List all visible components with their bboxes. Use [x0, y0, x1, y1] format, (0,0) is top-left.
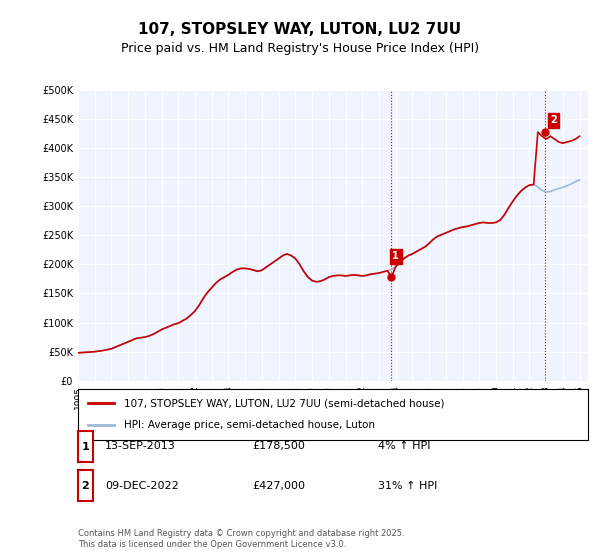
Text: 107, STOPSLEY WAY, LUTON, LU2 7UU: 107, STOPSLEY WAY, LUTON, LU2 7UU	[139, 22, 461, 38]
Text: 13-SEP-2013: 13-SEP-2013	[105, 441, 176, 451]
Text: 09-DEC-2022: 09-DEC-2022	[105, 480, 179, 491]
Text: 1: 1	[82, 442, 89, 451]
Text: 31% ↑ HPI: 31% ↑ HPI	[378, 480, 437, 491]
Text: £178,500: £178,500	[252, 441, 305, 451]
Text: 4% ↑ HPI: 4% ↑ HPI	[378, 441, 431, 451]
Text: HPI: Average price, semi-detached house, Luton: HPI: Average price, semi-detached house,…	[124, 421, 375, 431]
Text: 2: 2	[82, 481, 89, 491]
Text: £427,000: £427,000	[252, 480, 305, 491]
Text: Price paid vs. HM Land Registry's House Price Index (HPI): Price paid vs. HM Land Registry's House …	[121, 42, 479, 55]
Text: 1: 1	[392, 251, 399, 262]
Text: Contains HM Land Registry data © Crown copyright and database right 2025.
This d: Contains HM Land Registry data © Crown c…	[78, 529, 404, 549]
Text: 2: 2	[550, 115, 557, 125]
Text: 107, STOPSLEY WAY, LUTON, LU2 7UU (semi-detached house): 107, STOPSLEY WAY, LUTON, LU2 7UU (semi-…	[124, 398, 445, 408]
